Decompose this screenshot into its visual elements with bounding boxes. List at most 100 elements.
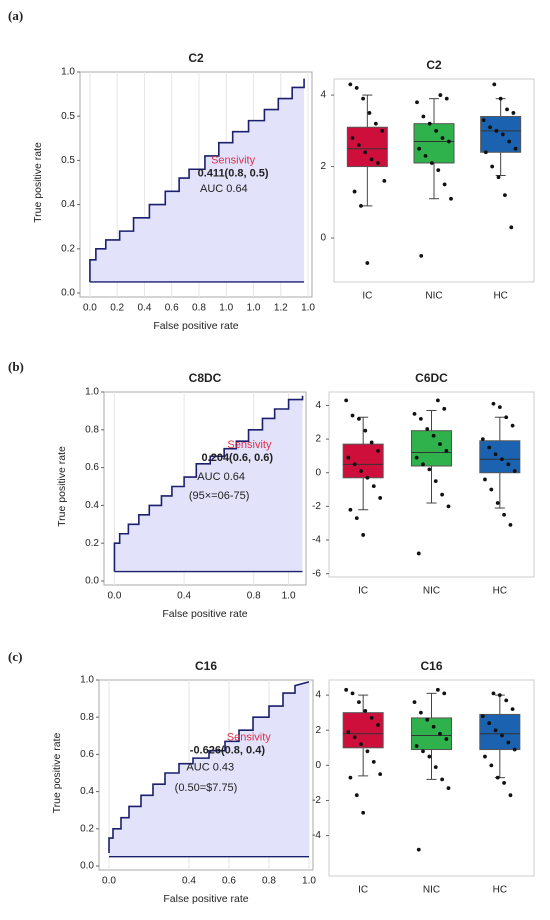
data-point [446,786,451,791]
y-tick-label: 0.8 [85,424,99,435]
y-tick-label: 4 [315,400,321,411]
data-point [431,433,436,438]
data-point [508,522,513,527]
y-axis-label: True positive rate [51,732,63,813]
data-point [438,93,443,97]
data-point [427,121,432,126]
data-point [359,469,363,473]
x-tick-label: 0.8 [262,876,276,887]
data-point [513,146,518,151]
data-point [502,512,506,517]
x-axis-label: False positive rate [163,893,248,905]
x-tick-label: 0.4 [137,303,151,314]
roc-curve [108,681,310,853]
data-point [504,415,509,420]
data-point [352,735,357,740]
annotation: 0.204(0.6, 0.6) [202,452,274,464]
data-point [504,698,509,703]
data-point [418,710,423,715]
roc-area [89,78,305,282]
y-tick-label: 1.0 [85,387,99,398]
y-tick-label: -2 [312,501,321,512]
annotation: (95×=06-75) [189,490,250,502]
x-tick-label: IC [362,291,372,302]
y-tick-label: 4 [320,90,326,101]
data-point [427,467,432,472]
data-point [425,717,430,722]
data-point [359,203,363,208]
data-point [348,507,353,512]
data-point [425,427,430,431]
x-tick-label: 1.0 [282,591,296,602]
box [342,443,384,479]
data-point [369,440,374,445]
data-point [440,136,445,140]
data-point [344,687,349,692]
data-point [440,492,445,497]
data-point [492,82,497,87]
data-point [505,107,509,112]
chart-title: C16 [420,659,442,673]
data-point [363,150,368,155]
data-point [502,781,506,785]
x-tick-label: IC [358,586,368,597]
x-tick-label: 0.6 [165,303,179,314]
annotation: AUC 0.64 [200,183,248,195]
y-tick-label: 0.4 [61,199,75,210]
annotation: Sensivity [227,439,272,451]
y-tick-label: 2 [315,434,321,445]
y-tick-label: 0 [320,233,326,244]
data-point [423,153,428,158]
chart-title: C16 [195,659,217,673]
box [479,713,521,751]
data-point [371,484,376,489]
chart-title: C8DC [189,371,222,385]
data-point [509,225,514,230]
panel-label: (a) [8,8,23,23]
roc-area [114,395,303,572]
data-point [503,193,507,198]
data-point [444,448,449,453]
x-tick-label: 1.0 [247,303,261,314]
box [479,440,521,474]
y-tick-label: 0.6 [85,462,99,473]
data-point [348,775,353,780]
x-tick-label: 1.0 [301,303,315,314]
data-point [435,398,440,403]
data-point [421,114,426,119]
x-tick-label: 1.2 [274,303,288,314]
data-point [497,693,502,698]
data-point [434,128,439,133]
data-point [438,442,442,447]
data-point [369,157,374,162]
data-point [491,401,496,406]
x-tick-label: 0.8 [192,303,206,314]
data-point [357,417,361,421]
data-point [354,86,359,90]
data-point [483,477,487,482]
y-tick-label: 0.0 [80,861,94,872]
annotation: Sensivity [211,154,256,166]
data-point [365,475,370,480]
chart-title: C2 [188,51,204,65]
x-tick-label: 1.0 [302,876,316,887]
data-point [442,406,447,411]
data-point [480,714,485,719]
x-tick-label: 0.0 [107,591,121,602]
data-point [442,182,447,187]
data-point [371,759,376,764]
data-point [487,445,492,450]
data-point [440,777,445,782]
box [346,126,388,168]
x-tick-label: 0.4 [182,876,196,887]
data-point [446,139,451,144]
y-tick-label: 4 [315,690,321,701]
y-tick-label: 0.4 [80,786,94,797]
x-axis-label: False positive rate [162,608,247,620]
data-point [429,161,434,165]
x-tick-label: 0.0 [102,876,116,887]
data-point [493,452,498,457]
x-axis-label: False positive rate [153,320,238,332]
data-point [512,747,517,752]
x-tick-label: IC [358,885,368,896]
